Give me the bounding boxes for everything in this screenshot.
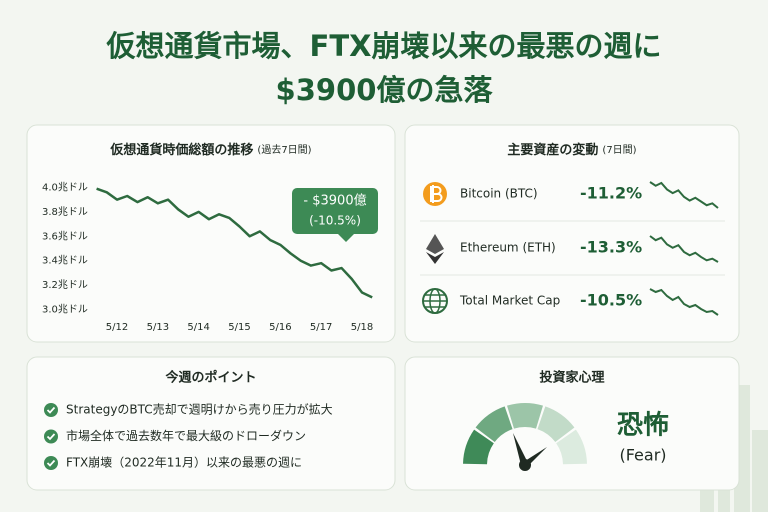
bitcoin-symbol [430, 185, 443, 203]
sparkline [649, 288, 719, 316]
gauge-segment [507, 403, 543, 429]
sentiment-label: 恐怖 [617, 410, 669, 441]
chart-title-group: 仮想通貨時価総額の推移 (過去7日間) [109, 142, 311, 158]
gauge-hub [519, 459, 531, 471]
gauge-segment [537, 406, 575, 443]
asset-name: Bitcoin (BTC) [460, 187, 538, 201]
check-icon [44, 456, 58, 470]
sentiment-title: 投資家心理 [539, 370, 604, 386]
chart-subtitle: (過去7日間) [257, 144, 311, 156]
point-text: FTX崩壊（2022年11月）以来の最悪の週に [66, 456, 302, 470]
chart-title: 仮想通貨時価総額の推移 [109, 142, 253, 158]
y-tick-label: 3.2兆ドル [42, 279, 88, 291]
x-tick-label: 5/14 [187, 322, 209, 333]
x-tick-label: 5/17 [310, 322, 332, 333]
x-tick-label: 5/18 [351, 322, 373, 333]
point-text: 市場全体で過去数年で最大級のドローダウン [66, 428, 306, 443]
check-mark [46, 406, 56, 414]
y-tick-label: 3.6兆ドル [42, 230, 88, 242]
ethereum-icon-bottom [426, 252, 444, 264]
gauge-segment [463, 429, 494, 465]
ethereum-icon-top [426, 234, 444, 254]
annotation-line2: (-10.5%) [309, 214, 361, 228]
check-mark [46, 459, 56, 467]
globe-lines [423, 294, 447, 308]
x-tick-label: 5/16 [269, 322, 291, 333]
title-line2: $3900億の急落 [276, 73, 494, 107]
gauge-segment [475, 406, 513, 443]
asset-name: Total Market Cap [459, 294, 560, 308]
sentiment-card [404, 356, 740, 491]
gauge [463, 403, 587, 471]
annotation-box [292, 188, 378, 234]
title-line1: 仮想通貨市場、FTX崩壊以来の最悪の週に [106, 29, 662, 63]
chart-card [26, 124, 396, 343]
x-tick-label: 5/15 [228, 322, 250, 333]
y-tick-label: 3.0兆ドル [42, 304, 88, 316]
points-title: 今週のポイント [164, 370, 256, 386]
assets-title: 主要資産の変動 [507, 142, 598, 158]
assets-list: Bitcoin (BTC) -11.2% Ethereum (ETH) -13.3% T… [420, 181, 725, 316]
y-tick-label: 3.4兆ドル [42, 255, 88, 267]
y-tick-label: 3.8兆ドル [42, 206, 88, 218]
check-icon [44, 403, 58, 417]
sentiment-label-en: (Fear) [619, 446, 666, 465]
check-icon [44, 429, 58, 444]
assets-card [404, 124, 740, 343]
assets-subtitle: (7日間) [602, 144, 636, 156]
sparkline [649, 181, 719, 209]
gauge-needle [513, 433, 529, 465]
asset-change: -11.2% [580, 184, 642, 203]
asset-change: -13.3% [580, 238, 642, 257]
point-text: StrategyのBTC売却で週明けから売り圧力が拡大 [66, 402, 333, 417]
line [96, 187, 373, 299]
x-tick-label: 5/12 [106, 322, 128, 333]
assets-title-group: 主要資産の変動 (7日間) [507, 142, 636, 158]
points-card [26, 356, 396, 491]
annotation-line1: - $3900億 [303, 193, 366, 209]
points-list: StrategyのBTC売却で週明けから売り圧力が拡大市場全体で過去数年で最大級… [44, 402, 333, 470]
asset-change: -10.5% [580, 291, 642, 310]
asset-name: Ethereum (ETH) [460, 241, 556, 255]
sparkline [649, 235, 719, 263]
check-mark [46, 433, 56, 441]
annotation-pointer [338, 234, 354, 242]
gauge-segment [556, 429, 587, 465]
line-chart: 3.0兆ドル 3.2兆ドル 3.4兆ドル 3.6兆ドル 3.8兆ドル 4.0兆ドル 5/12… [42, 181, 378, 333]
y-tick-label: 4.0兆ドル [42, 181, 88, 193]
x-tick-label: 5/13 [147, 322, 169, 333]
